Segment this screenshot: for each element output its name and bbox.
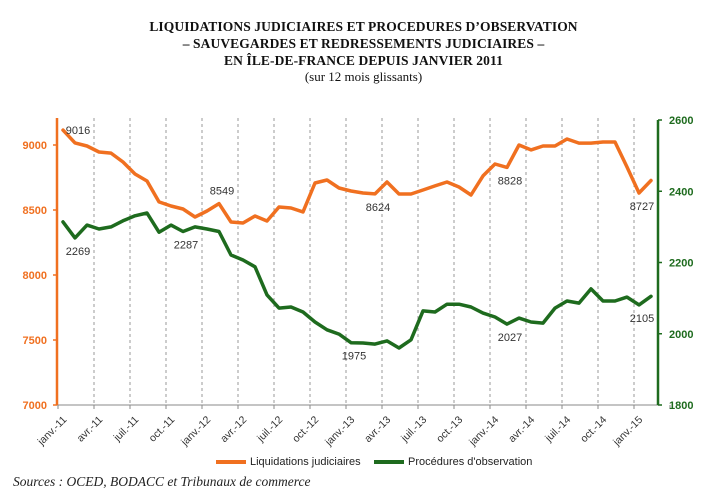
legend-swatch-observation — [374, 460, 404, 464]
data-label: 8549 — [210, 186, 234, 198]
x-tick-label: oct.-14 — [578, 414, 609, 445]
x-tick-label: juil.-11 — [111, 414, 142, 445]
source-note: Sources : OCED, BODACC et Tribunaux de c… — [13, 474, 311, 489]
x-tick-label: janv.-13 — [322, 414, 357, 449]
legend-item-observation: Procédures d'observation — [374, 456, 532, 468]
x-tick-label: avr.-13 — [362, 414, 393, 445]
right-y-tick-label: 2600 — [669, 115, 693, 127]
legend-swatch-liquidations — [216, 460, 246, 464]
x-tick-label: janv.-15 — [610, 414, 645, 449]
series-line-liquidations — [61, 128, 653, 225]
x-tick-label: juil.-14 — [542, 414, 573, 445]
series-line-observation — [61, 211, 653, 350]
right-y-tick-label: 2400 — [669, 186, 693, 198]
axes: janv.-11 avr.-11 juil.-11 oct.-11 janv.-12 av… — [23, 115, 694, 449]
left-y-tick-label: 9000 — [23, 140, 47, 152]
legend: Liquidations judiciaires Procédures d'ob… — [0, 456, 727, 472]
x-tick-label: juil.-12 — [254, 414, 285, 445]
x-tick-label: juil.-13 — [398, 414, 429, 445]
x-tick-label: oct.-11 — [147, 414, 178, 445]
x-tick-label: oct.-13 — [434, 414, 465, 445]
data-label: 2105 — [630, 313, 654, 325]
chart-title-block: LIQUIDATIONS JUDICIAIRES ET PROCEDURES D… — [0, 18, 727, 85]
chart-subtitle: (sur 12 mois glissants) — [304, 69, 423, 84]
data-label: 8624 — [366, 202, 390, 214]
chart-title-line-1: LIQUIDATIONS JUDICIAIRES ET PROCEDURES D… — [149, 19, 578, 34]
data-label: 1975 — [342, 351, 366, 363]
x-tick-label: janv.-12 — [178, 414, 213, 449]
data-label: 8828 — [498, 175, 522, 187]
left-y-tick-label: 7000 — [23, 400, 47, 412]
data-label: 2269 — [66, 246, 90, 258]
right-y-tick-label: 2200 — [669, 258, 693, 270]
x-tick-label: avr.-11 — [75, 414, 106, 445]
x-tick-label: avr.-12 — [218, 414, 249, 445]
series-layer — [61, 128, 653, 350]
left-y-tick-label: 8000 — [23, 270, 47, 282]
chart-title-line-3: EN ÎLE-DE-FRANCE DEPUIS JANVIER 2011 — [224, 53, 503, 68]
data-label: 2287 — [174, 240, 198, 252]
data-label: 2027 — [498, 332, 522, 344]
x-tick-label: avr.-14 — [506, 414, 537, 445]
right-y-tick-label: 1800 — [669, 400, 693, 412]
x-tick-label: janv.-14 — [466, 414, 501, 449]
left-y-tick-label: 8500 — [23, 205, 47, 217]
legend-label-liquidations: Liquidations judiciaires — [250, 456, 361, 468]
left-y-tick-label: 7500 — [23, 335, 47, 347]
chart-title-line-2: – SAUVEGARDES ET REDRESSEMENTS JUDICIAIR… — [182, 36, 545, 51]
legend-item-liquidations: Liquidations judiciaires — [216, 456, 361, 468]
x-tick-label: janv.-11 — [35, 414, 70, 449]
data-labels: 9016 8549 8624 8828 8727 2269 2287 1975 2027 2105 — [66, 125, 654, 363]
data-label: 9016 — [66, 125, 90, 137]
x-tick-label: oct.-12 — [290, 414, 321, 445]
data-label: 8727 — [630, 201, 654, 213]
legend-label-observation: Procédures d'observation — [408, 456, 533, 468]
right-y-tick-label: 2000 — [669, 329, 693, 341]
